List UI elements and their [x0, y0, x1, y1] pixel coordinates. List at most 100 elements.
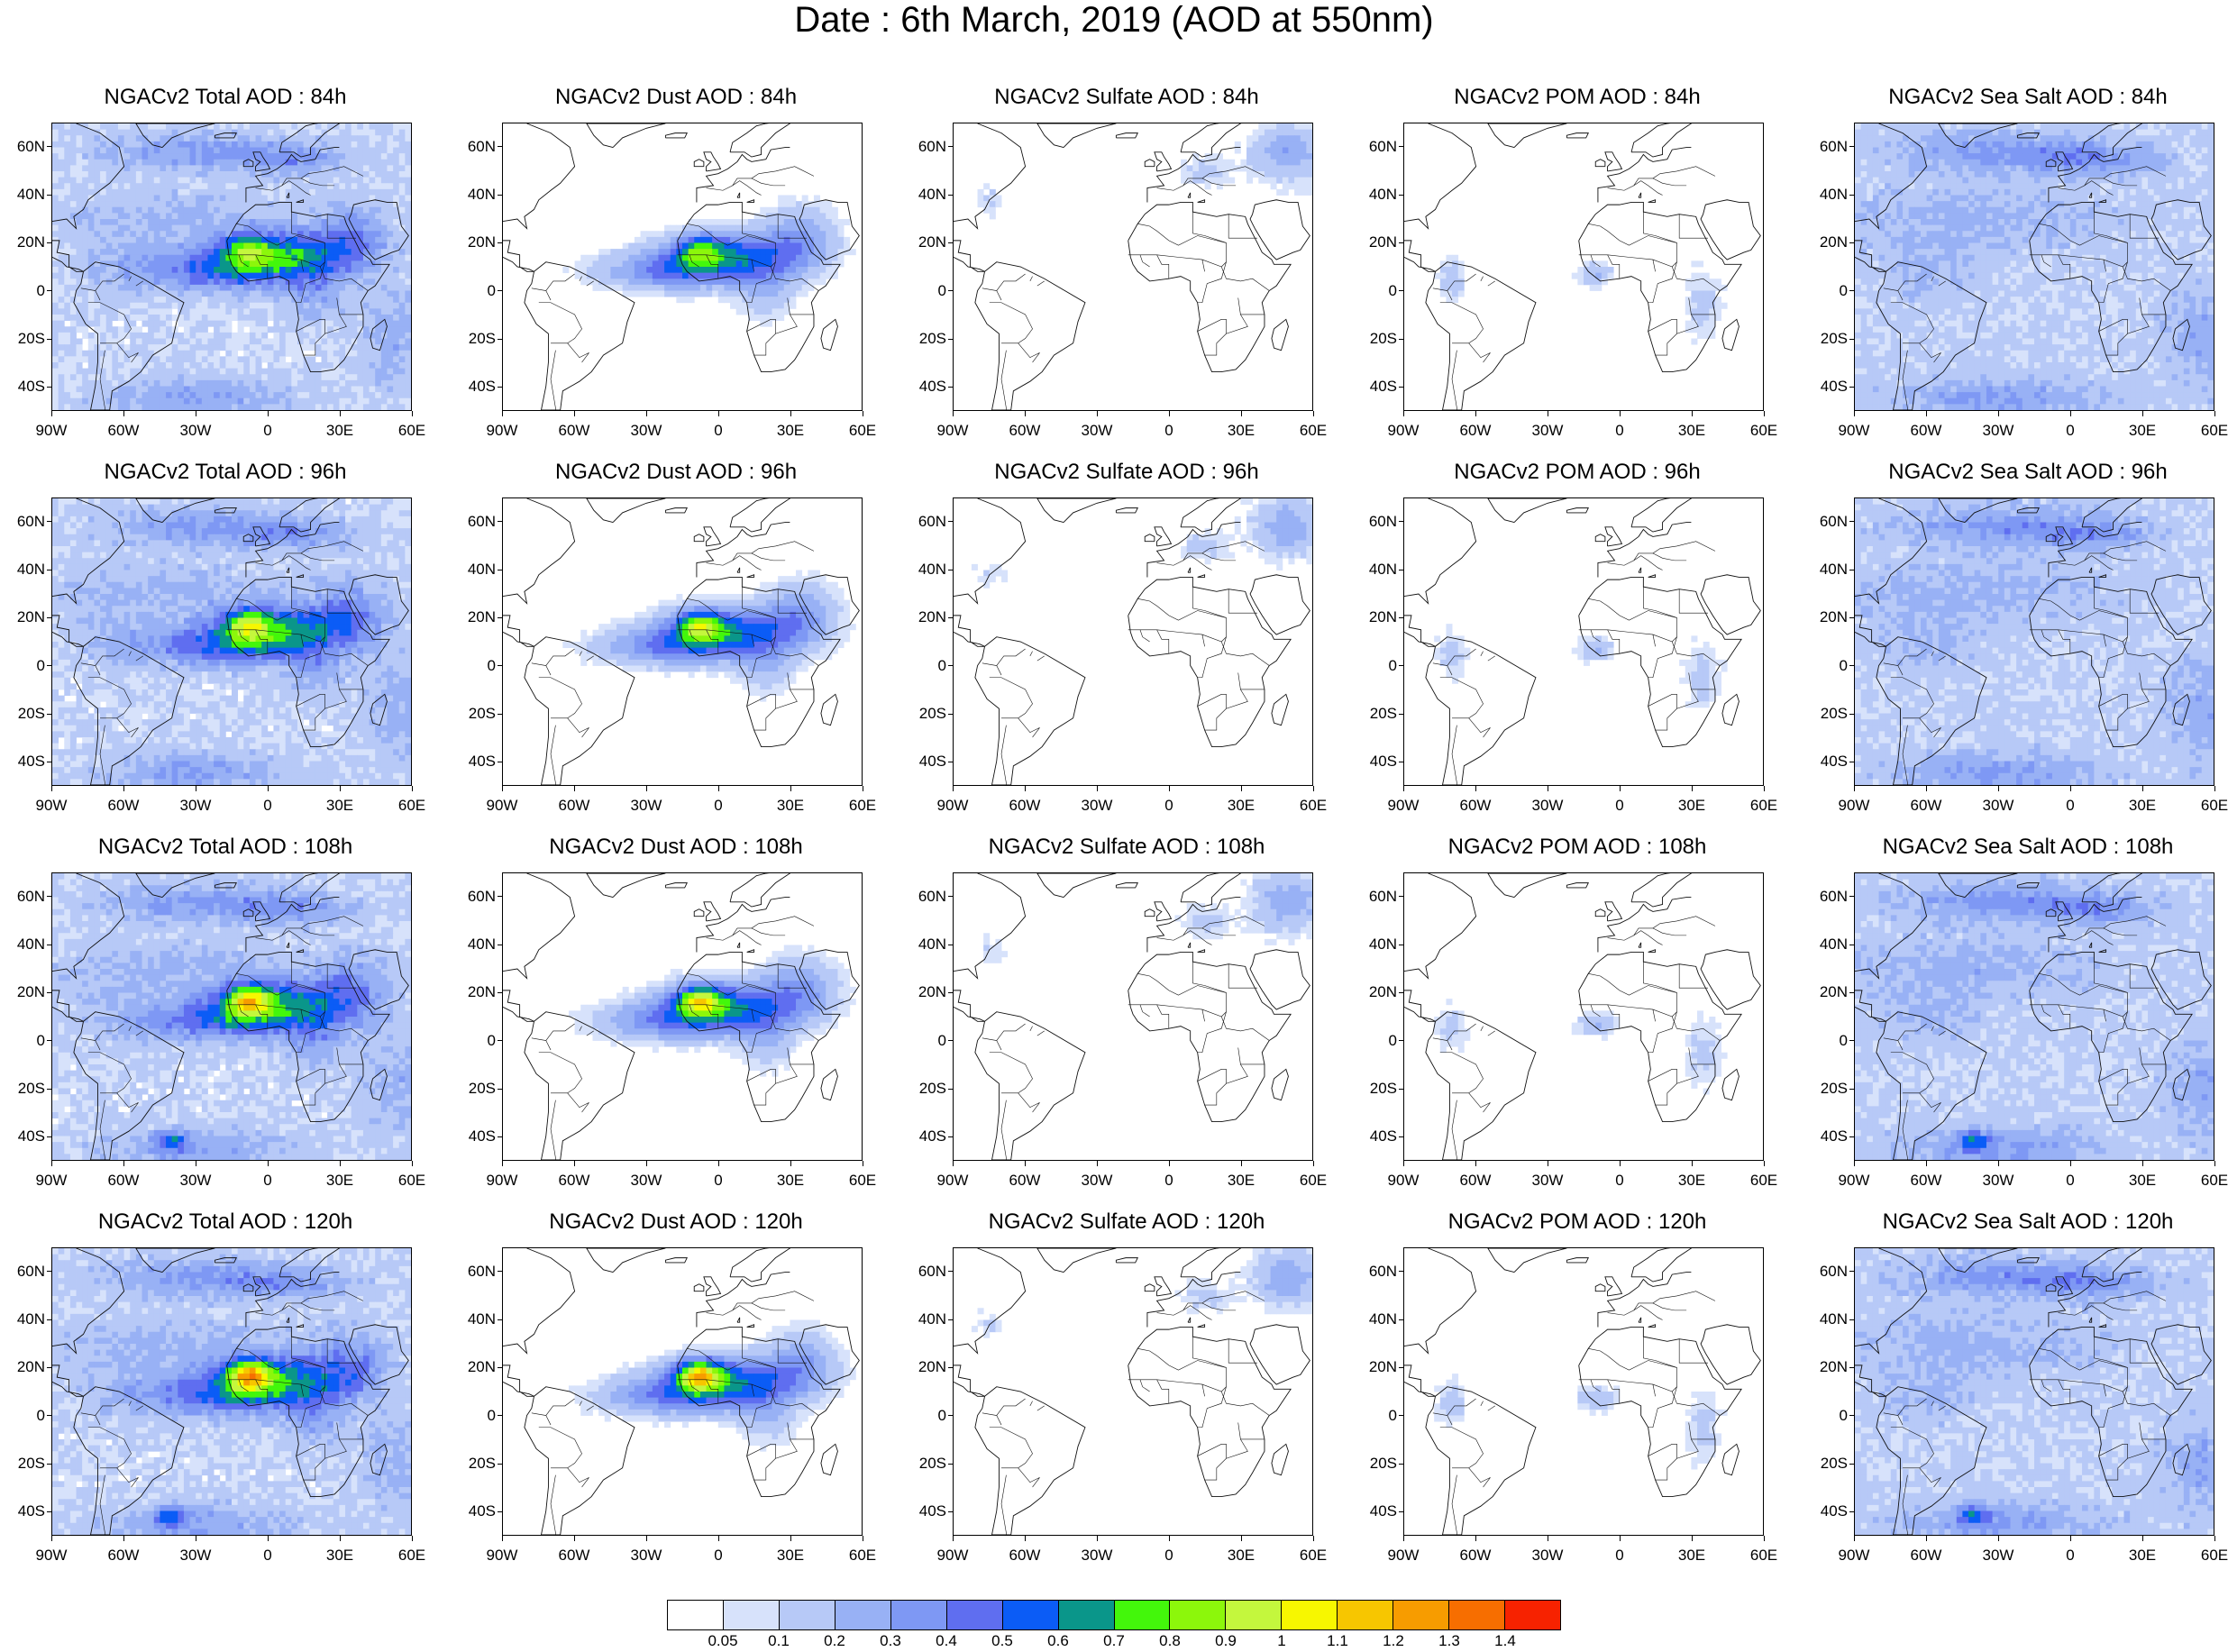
lon-label: 30W: [1971, 1547, 2025, 1565]
lon-label: 30W: [1520, 422, 1575, 440]
lat-tick: [1399, 713, 1403, 715]
lat-label: 40N: [1803, 1310, 1848, 1328]
aod-cells: [562, 195, 856, 327]
lat-label: 20S: [0, 330, 45, 348]
lon-tick: [573, 411, 575, 416]
lat-tick: [47, 521, 51, 523]
colorbar-swatch: [1002, 1601, 1059, 1629]
aod-map: [51, 497, 412, 786]
lat-label: 0: [1352, 657, 1397, 675]
lat-tick: [1399, 665, 1403, 667]
lat-tick: [948, 1136, 953, 1137]
lat-tick: [1849, 713, 1854, 715]
lon-tick: [790, 411, 791, 416]
lon-label: 90W: [1376, 1172, 1430, 1190]
lon-tick: [50, 411, 52, 416]
coastlines: [954, 498, 1310, 785]
lat-label: 0: [1803, 1407, 1848, 1425]
lon-label: 30E: [1214, 422, 1268, 440]
lon-tick: [952, 411, 954, 416]
lon-label: 90W: [24, 797, 78, 815]
aod-cells: [1855, 1248, 2214, 1535]
lon-tick: [790, 786, 791, 791]
aod-map: [502, 497, 863, 786]
lat-tick: [948, 1088, 953, 1090]
lat-label: 60N: [1803, 888, 1848, 906]
lon-tick: [1619, 1161, 1621, 1166]
lon-label: 90W: [926, 1172, 980, 1190]
lon-tick: [1312, 786, 1314, 791]
lon-label: 30W: [1971, 1172, 2025, 1190]
aod-cells: [1855, 873, 2214, 1160]
aod-field: [503, 498, 860, 785]
lat-tick: [948, 1040, 953, 1042]
lat-tick: [47, 290, 51, 292]
aod-field: [1855, 873, 2214, 1160]
lon-label: 90W: [1376, 422, 1430, 440]
lon-label: 0: [691, 1547, 745, 1565]
lon-label: 30E: [763, 422, 817, 440]
lat-label: 20N: [451, 233, 496, 251]
lat-tick: [948, 194, 953, 196]
lat-tick: [1849, 146, 1854, 148]
lon-tick: [50, 1536, 52, 1541]
lon-label: 60E: [385, 1547, 439, 1565]
lon-label: 60E: [1737, 422, 1791, 440]
lon-tick: [1168, 411, 1170, 416]
lat-tick: [498, 896, 502, 898]
lat-label: 20S: [0, 1080, 45, 1098]
lat-tick: [47, 1319, 51, 1320]
lat-tick: [948, 1463, 953, 1465]
lon-label: 90W: [1376, 1547, 1430, 1565]
lon-tick: [790, 1536, 791, 1541]
lat-tick: [47, 1415, 51, 1417]
lat-tick: [948, 1366, 953, 1368]
lat-label: 20N: [901, 233, 946, 251]
lat-tick: [1849, 290, 1854, 292]
lon-tick: [1096, 1536, 1098, 1541]
lon-label: 60W: [1448, 1172, 1502, 1190]
lon-tick: [2141, 786, 2143, 791]
panel-title: NGACv2 Dust AOD : 108h: [451, 831, 901, 863]
lon-tick: [2069, 1161, 2071, 1166]
aod-cells: [52, 1248, 411, 1535]
colorbar-label: 0.9: [1203, 1633, 1248, 1648]
lat-tick: [498, 991, 502, 993]
lon-tick: [1997, 786, 1999, 791]
lat-tick: [498, 146, 502, 148]
lat-label: 60N: [1352, 888, 1397, 906]
colorbar-swatch: [1170, 1601, 1227, 1629]
lon-tick: [1240, 786, 1242, 791]
lat-label: 20S: [1803, 1455, 1848, 1473]
lat-tick: [1399, 290, 1403, 292]
lon-label: 60W: [1899, 797, 1953, 815]
lat-label: 40S: [451, 1502, 496, 1520]
lat-tick: [948, 146, 953, 148]
lon-tick: [501, 786, 503, 791]
aod-field: [52, 873, 411, 1160]
colorbar-swatch: [946, 1601, 1003, 1629]
lon-label: 60W: [1899, 422, 1953, 440]
lat-tick: [948, 290, 953, 292]
lat-label: 0: [1803, 657, 1848, 675]
lat-tick: [47, 616, 51, 618]
aod-field: [52, 498, 411, 785]
lat-label: 40N: [901, 936, 946, 954]
lon-label: 30W: [619, 422, 673, 440]
coastlines: [503, 498, 860, 785]
lat-tick: [1399, 194, 1403, 196]
lon-label: 30W: [1070, 1547, 1124, 1565]
panel-title: NGACv2 POM AOD : 96h: [1352, 456, 1803, 488]
lon-tick: [1997, 1536, 1999, 1541]
lat-label: 20S: [1803, 705, 1848, 723]
aod-field: [1404, 1248, 1761, 1535]
aod-map: [51, 872, 412, 1161]
lat-label: 40S: [1803, 1127, 1848, 1145]
lon-label: 90W: [1376, 797, 1430, 815]
aod-field: [1855, 123, 2214, 410]
aod-map: [1854, 872, 2214, 1161]
lat-tick: [1399, 338, 1403, 340]
lon-tick: [1691, 1536, 1693, 1541]
lat-label: 0: [0, 1407, 45, 1425]
lat-label: 20S: [1352, 330, 1397, 348]
